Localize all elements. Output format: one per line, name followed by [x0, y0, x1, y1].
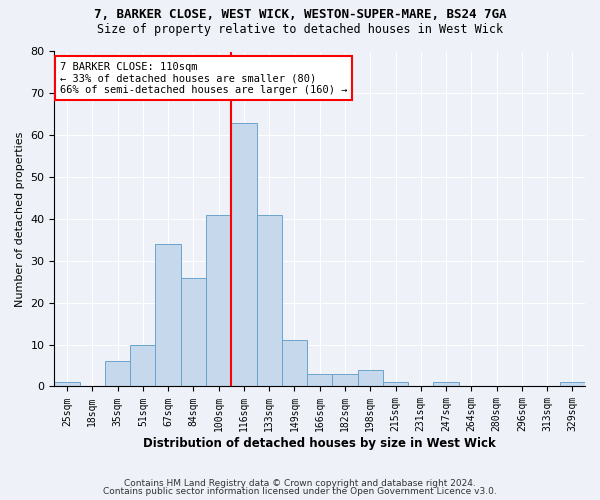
Bar: [358, 370, 383, 386]
X-axis label: Distribution of detached houses by size in West Wick: Distribution of detached houses by size …: [143, 437, 496, 450]
Bar: [433, 382, 458, 386]
Bar: [130, 344, 155, 387]
Bar: [332, 374, 358, 386]
Text: Contains HM Land Registry data © Crown copyright and database right 2024.: Contains HM Land Registry data © Crown c…: [124, 478, 476, 488]
Bar: [282, 340, 307, 386]
Bar: [105, 362, 130, 386]
Bar: [307, 374, 332, 386]
Y-axis label: Number of detached properties: Number of detached properties: [15, 132, 25, 306]
Bar: [257, 215, 282, 386]
Bar: [181, 278, 206, 386]
Bar: [206, 215, 231, 386]
Bar: [155, 244, 181, 386]
Text: 7 BARKER CLOSE: 110sqm
← 33% of detached houses are smaller (80)
66% of semi-det: 7 BARKER CLOSE: 110sqm ← 33% of detached…: [60, 62, 347, 94]
Text: Size of property relative to detached houses in West Wick: Size of property relative to detached ho…: [97, 22, 503, 36]
Text: 7, BARKER CLOSE, WEST WICK, WESTON-SUPER-MARE, BS24 7GA: 7, BARKER CLOSE, WEST WICK, WESTON-SUPER…: [94, 8, 506, 20]
Bar: [231, 122, 257, 386]
Bar: [560, 382, 585, 386]
Bar: [55, 382, 80, 386]
Bar: [383, 382, 408, 386]
Text: Contains public sector information licensed under the Open Government Licence v3: Contains public sector information licen…: [103, 487, 497, 496]
